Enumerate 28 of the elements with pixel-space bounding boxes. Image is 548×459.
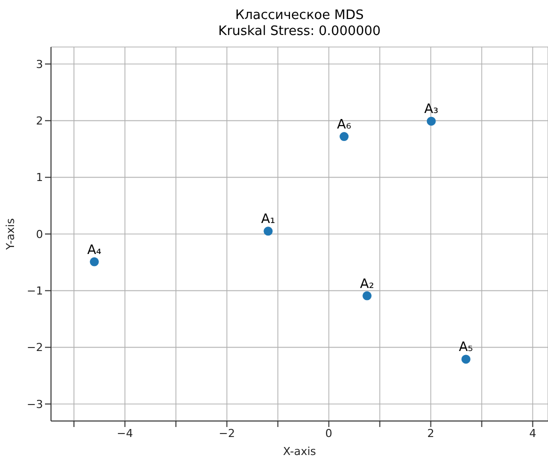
y-tick-label: −1 — [26, 284, 43, 298]
y-tick-label: −2 — [26, 341, 43, 354]
x-tick-label: 2 — [427, 426, 434, 440]
annotation: A₃ — [424, 102, 438, 118]
y-tick-label: −3 — [26, 398, 43, 411]
point — [340, 132, 349, 142]
point — [90, 257, 99, 266]
x-tick-label: −2 — [218, 426, 235, 440]
y-axis-title: Y-axis — [4, 218, 17, 251]
point — [426, 116, 436, 126]
x-tick-label: −4 — [116, 426, 134, 440]
annotation: A₅ — [458, 340, 473, 356]
chart-subtitle: Kruskal Stress: 0.000000 — [217, 24, 382, 40]
point — [264, 226, 273, 236]
point — [461, 354, 470, 364]
y-tick-label: 0 — [36, 228, 43, 241]
y-tick-label: 3 — [36, 58, 43, 71]
annotation: A₂ — [360, 276, 374, 292]
annotation: A₆ — [337, 118, 352, 133]
x-tick-label: 4 — [529, 426, 536, 440]
annotation: A₁ — [261, 212, 276, 228]
chart-title: Классическое MDS — [234, 8, 365, 24]
annotation: A₄ — [87, 242, 102, 258]
x-axis-title: X-axis — [283, 445, 316, 458]
y-tick-label: 2 — [36, 114, 43, 128]
x-tick-label: 0 — [325, 426, 332, 440]
y-tick-label: 1 — [36, 171, 43, 184]
point — [362, 291, 372, 300]
